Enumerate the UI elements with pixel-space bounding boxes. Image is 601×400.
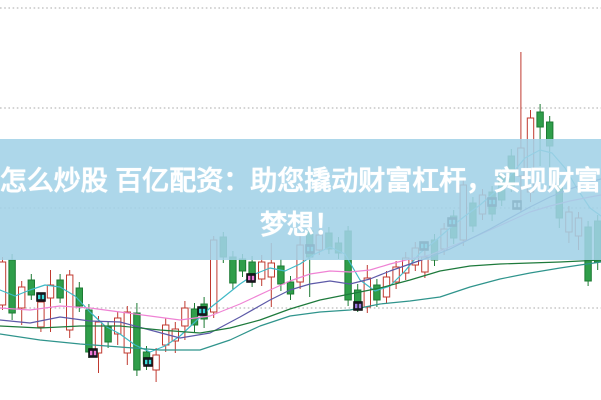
ma-slow-green — [0, 259, 601, 334]
signal-marker-glyph — [248, 275, 251, 281]
candle-down — [238, 258, 247, 272]
signal-marker — [246, 273, 256, 283]
candle-up — [46, 284, 55, 299]
candle-up — [267, 262, 276, 278]
candle-down — [536, 111, 544, 128]
signal-marker-glyph — [38, 294, 41, 300]
candle-up — [94, 321, 103, 354]
candle-up — [37, 301, 45, 328]
signal-marker-glyph — [90, 350, 93, 356]
candle-up — [66, 274, 74, 331]
ma-slow-teal — [0, 261, 601, 351]
signal-marker — [88, 348, 98, 358]
signal-marker-glyph — [145, 359, 148, 365]
candle-down — [190, 308, 199, 326]
signal-marker — [197, 306, 207, 316]
signal-marker — [353, 301, 363, 311]
signal-marker — [143, 357, 153, 367]
candle-up — [363, 277, 372, 308]
signal-marker-glyph — [358, 303, 362, 309]
signal-marker — [36, 292, 46, 302]
signal-marker-glyph — [199, 308, 202, 314]
candle-down — [85, 309, 93, 353]
candle-up — [152, 354, 160, 371]
signal-marker-glyph — [93, 350, 97, 356]
promo-text-line2: 梦想！ — [260, 210, 341, 240]
candle-up — [181, 307, 189, 327]
candle-down — [277, 265, 285, 285]
candle-up — [171, 328, 180, 342]
promo-banner: 怎么炒股 百亿配资：助您撬动财富杠杆，实现财富 梦想！ — [0, 139, 601, 260]
candle-down — [133, 312, 141, 371]
candle-up — [18, 286, 26, 309]
signal-marker-glyph — [41, 294, 45, 300]
signal-marker-glyph — [251, 275, 255, 281]
candle-down — [27, 279, 36, 296]
candle-down — [373, 284, 381, 301]
signal-marker-glyph — [202, 308, 206, 314]
candle-down — [286, 281, 295, 295]
signal-marker-glyph — [148, 359, 152, 365]
promo-text-line1: 怎么炒股 百亿配资：助您撬动财富杠杆，实现财富 — [0, 166, 601, 196]
signal-marker-glyph — [355, 303, 358, 309]
candle-up — [0, 261, 7, 306]
candle-down — [229, 256, 237, 284]
candle-down — [8, 259, 16, 314]
candle-up — [123, 311, 131, 354]
candle-up — [392, 266, 400, 283]
